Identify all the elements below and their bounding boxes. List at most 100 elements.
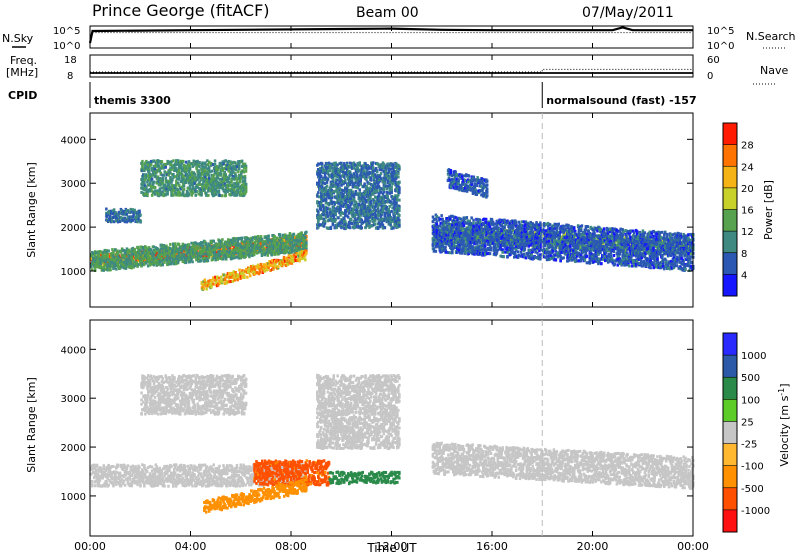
heatmap-cell <box>196 242 199 246</box>
heatmap-cell <box>95 262 99 266</box>
heatmap-cell <box>348 221 352 225</box>
heatmap-cell <box>340 192 343 195</box>
heatmap-cell <box>130 256 133 260</box>
heatmap-cell <box>104 260 107 263</box>
heatmap-cell <box>379 202 383 206</box>
heatmap-cell <box>132 252 135 256</box>
heatmap-cell <box>139 248 142 252</box>
heatmap-cell <box>190 170 194 174</box>
heatmap-cell <box>205 248 209 252</box>
heatmap-cell <box>226 250 229 254</box>
heatmap-cell <box>204 173 207 177</box>
heatmap-cell <box>165 252 168 256</box>
heatmap-cell <box>325 180 329 184</box>
heatmap-cell <box>356 186 360 190</box>
heatmap-cell <box>262 248 266 252</box>
heatmap-cell <box>159 182 163 186</box>
heatmap-cell <box>334 161 337 165</box>
heatmap-cell <box>244 166 248 170</box>
heatmap-cell <box>231 279 234 283</box>
heatmap-cell <box>237 185 240 189</box>
heatmap-cell <box>128 254 132 258</box>
heatmap-cell <box>329 164 333 168</box>
heatmap-cell <box>222 179 225 183</box>
heatmap-cell <box>300 239 303 242</box>
heatmap-cell <box>236 251 240 255</box>
heatmap-cell <box>370 210 373 214</box>
heatmap-cell <box>231 249 235 253</box>
cpid-segment-label: themis 3300 <box>94 94 171 107</box>
heatmap-cell <box>137 251 140 255</box>
heatmap-cell <box>319 169 322 173</box>
heatmap-cell <box>364 226 367 230</box>
heatmap-cell <box>118 220 122 223</box>
heatmap-cell <box>348 205 352 209</box>
heatmap-cell <box>372 166 375 170</box>
heatmap-cell <box>219 161 223 165</box>
heatmap-cell <box>176 177 179 181</box>
heatmap-cell <box>223 247 226 251</box>
heatmap-cell <box>320 202 323 206</box>
heatmap-cell <box>125 263 129 267</box>
heatmap-cell <box>108 266 111 270</box>
heatmap-cell <box>172 173 175 176</box>
heatmap-cell <box>165 244 168 248</box>
heatmap-cell <box>173 255 176 259</box>
heatmap-cell <box>367 216 370 219</box>
heatmap-cell <box>242 271 245 275</box>
heatmap-cell <box>148 170 151 174</box>
heatmap-cell <box>269 268 272 272</box>
heatmap-cell <box>374 204 378 208</box>
heatmap-cell <box>242 246 245 250</box>
heatmap-cell <box>102 265 105 269</box>
heatmap-cell <box>337 216 340 220</box>
heatmap-cell <box>171 165 174 169</box>
heatmap-cell <box>200 193 203 197</box>
heatmap-cell <box>251 240 254 244</box>
heatmap-cell <box>174 175 177 179</box>
heatmap-cell <box>375 190 379 193</box>
heatmap-cell <box>228 249 232 253</box>
heatmap-cell <box>298 242 301 246</box>
heatmap-cell <box>339 194 342 197</box>
heatmap-cell <box>194 193 197 197</box>
heatmap-cell <box>218 186 222 190</box>
heatmap-cell <box>278 242 281 246</box>
heatmap-cell <box>357 183 361 187</box>
heatmap-cell <box>156 162 160 166</box>
station-title: Prince George (fitACF) <box>92 1 270 20</box>
heatmap-cell <box>344 208 347 212</box>
heatmap-cell <box>276 236 279 240</box>
heatmap-cell <box>244 248 247 252</box>
heatmap-cell <box>115 215 119 219</box>
heatmap-cell <box>368 172 371 175</box>
heatmap-cell <box>102 268 105 272</box>
heatmap-cell <box>234 173 237 177</box>
heatmap-cell <box>252 236 255 240</box>
heatmap-cell <box>365 198 368 202</box>
heatmap-cell <box>125 247 129 251</box>
heatmap-cell <box>102 258 105 262</box>
heatmap-cell <box>149 173 152 177</box>
heatmap-cell <box>186 176 190 180</box>
heatmap-cell <box>303 251 306 255</box>
heatmap-cell <box>305 244 308 248</box>
heatmap-cell <box>258 270 262 274</box>
heatmap-cell <box>179 193 182 197</box>
heatmap-cell <box>207 193 210 197</box>
heatmap-cell <box>214 275 217 279</box>
heatmap-cell <box>163 260 166 264</box>
heatmap-cell <box>191 174 195 178</box>
heatmap-cell <box>242 170 246 174</box>
heatmap-cell <box>152 245 156 249</box>
heatmap-cell <box>294 259 297 263</box>
heatmap-cell <box>165 171 168 175</box>
heatmap-cell <box>195 167 198 171</box>
heatmap-cell <box>356 206 360 209</box>
heatmap-cell <box>300 234 303 238</box>
heatmap-cell <box>132 213 135 217</box>
heatmap-cell <box>205 257 209 261</box>
heatmap-cell <box>240 184 244 187</box>
heatmap-cell <box>255 245 259 249</box>
heatmap-cell <box>259 262 263 266</box>
